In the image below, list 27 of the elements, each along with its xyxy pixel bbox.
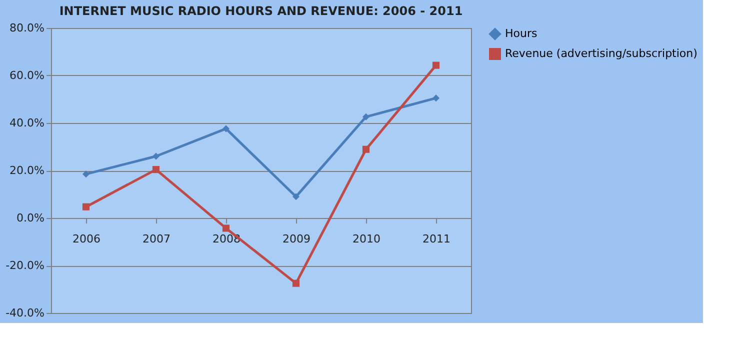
point	[152, 152, 160, 160]
y-tick-label: 0.0%	[16, 212, 44, 224]
y-tick-label: 20.0%	[10, 164, 44, 177]
point	[292, 280, 300, 287]
y-tick-label: -20.0%	[6, 259, 44, 272]
x-tick-label: 2010	[352, 232, 380, 246]
y-tick-label: -40.0%	[6, 306, 44, 320]
point	[362, 146, 370, 153]
point	[222, 125, 230, 132]
point	[82, 170, 90, 178]
y-tick-label: 60.0%	[10, 69, 44, 82]
point	[82, 203, 90, 210]
point	[292, 193, 300, 200]
point	[152, 166, 160, 174]
legend-label: Revenue (advertising/subscription)	[505, 47, 698, 60]
point	[362, 113, 370, 120]
legend-label: Hours	[505, 27, 538, 40]
point	[432, 62, 440, 69]
y-tick-label: 40.0%	[10, 116, 44, 130]
x-tick-label: 2009	[282, 232, 310, 246]
point	[222, 224, 230, 232]
x-tick-label: 2007	[142, 232, 170, 246]
chart-title: INTERNET MUSIC RADIO HOURS AND REVENUE: 2006 - 2011	[59, 4, 463, 18]
x-tick-label: 2011	[422, 232, 450, 246]
y-tick-label: 80.0%	[10, 22, 44, 34]
x-tick-label: 2006	[72, 232, 100, 246]
point	[432, 94, 440, 102]
